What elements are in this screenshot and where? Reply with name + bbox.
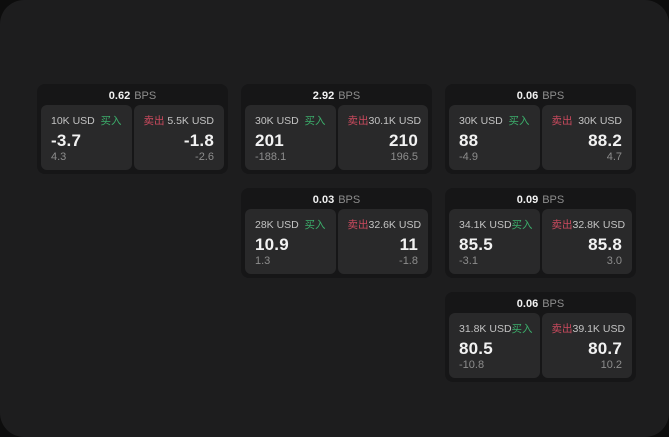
sell-panel[interactable]: 卖出 39.1K USD 80.7 10.2 bbox=[541, 313, 632, 378]
buy-amount: 28K USD bbox=[255, 218, 299, 231]
buy-label: 买入 bbox=[304, 115, 326, 127]
sell-label: 卖出 bbox=[551, 115, 573, 127]
bps-unit: BPS bbox=[542, 194, 565, 206]
sell-panel[interactable]: 卖出 30K USD 88.2 4.7 bbox=[541, 105, 632, 170]
sell-panel[interactable]: 卖出 32.8K USD 85.8 3.0 bbox=[541, 209, 632, 274]
quote-card: 2.92 BPS 30K USD 买入 201 -188.1 卖出 30.1K … bbox=[241, 84, 432, 174]
quote-panels: 30K USD 买入 88 -4.9 卖出 30K USD 88.2 4.7 bbox=[449, 105, 632, 170]
sell-amount: 5.5K USD bbox=[167, 114, 214, 127]
sell-amount: 32.6K USD bbox=[368, 218, 422, 231]
bps-value: 0.62 bbox=[108, 90, 131, 102]
buy-sub-value: -188.1 bbox=[255, 151, 287, 163]
bps-header: 0.62 BPS bbox=[41, 88, 224, 105]
bps-unit: BPS bbox=[134, 90, 157, 102]
sell-sub-value: -2.6 bbox=[195, 151, 214, 163]
sell-amount: 39.1K USD bbox=[572, 322, 626, 335]
buy-amount: 30K USD bbox=[459, 114, 503, 127]
sell-label: 卖出 bbox=[143, 115, 165, 127]
sell-label: 卖出 bbox=[551, 219, 573, 231]
buy-label: 买入 bbox=[508, 115, 530, 127]
sell-price: 11 bbox=[399, 235, 418, 254]
bps-header: 0.03 BPS bbox=[245, 192, 428, 209]
buy-price: 80.5 bbox=[459, 339, 493, 358]
buy-panel[interactable]: 31.8K USD 买入 80.5 -10.8 bbox=[449, 313, 540, 378]
buy-panel[interactable]: 30K USD 买入 201 -188.1 bbox=[245, 105, 336, 170]
buy-label: 买入 bbox=[511, 323, 533, 335]
buy-panel[interactable]: 34.1K USD 买入 85.5 -3.1 bbox=[449, 209, 540, 274]
sell-label: 卖出 bbox=[347, 115, 369, 127]
buy-price: 201 bbox=[255, 131, 284, 150]
buy-amount: 30K USD bbox=[255, 114, 299, 127]
sell-amount: 32.8K USD bbox=[572, 218, 626, 231]
buy-panel[interactable]: 30K USD 买入 88 -4.9 bbox=[449, 105, 540, 170]
buy-sub-value: 1.3 bbox=[255, 255, 271, 267]
buy-price: 85.5 bbox=[459, 235, 493, 254]
sell-sub-value: -1.8 bbox=[399, 255, 418, 267]
quote-panels: 34.1K USD 买入 85.5 -3.1 卖出 32.8K USD 85.8… bbox=[449, 209, 632, 274]
sell-amount: 30K USD bbox=[578, 114, 622, 127]
bps-value: 0.06 bbox=[516, 90, 539, 102]
quote-panels: 10K USD 买入 -3.7 4.3 卖出 5.5K USD -1.8 -2.… bbox=[41, 105, 224, 170]
sell-price: 88.2 bbox=[588, 131, 622, 150]
sell-price: 85.8 bbox=[588, 235, 622, 254]
buy-label: 买入 bbox=[511, 219, 533, 231]
quote-card: 0.03 BPS 28K USD 买入 10.9 1.3 卖出 32.6K US… bbox=[241, 188, 432, 278]
buy-panel[interactable]: 10K USD 买入 -3.7 4.3 bbox=[41, 105, 132, 170]
sell-sub-value: 4.7 bbox=[606, 151, 622, 163]
bps-value: 0.09 bbox=[516, 194, 539, 206]
sell-amount: 30.1K USD bbox=[368, 114, 422, 127]
buy-amount: 10K USD bbox=[51, 114, 95, 127]
quote-card: 0.06 BPS 31.8K USD 买入 80.5 -10.8 卖出 39.1… bbox=[445, 292, 636, 382]
bps-value: 0.03 bbox=[312, 194, 335, 206]
bps-unit: BPS bbox=[542, 90, 565, 102]
buy-sub-value: -4.9 bbox=[459, 151, 478, 163]
sell-sub-value: 10.2 bbox=[600, 359, 622, 371]
quote-card: 0.06 BPS 30K USD 买入 88 -4.9 卖出 30K USD bbox=[445, 84, 636, 174]
bps-header: 0.06 BPS bbox=[449, 88, 632, 105]
buy-amount: 34.1K USD bbox=[459, 218, 512, 231]
quote-card: 0.62 BPS 10K USD 买入 -3.7 4.3 卖出 5.5K USD bbox=[37, 84, 228, 174]
buy-price: 10.9 bbox=[255, 235, 289, 254]
buy-label: 买入 bbox=[100, 115, 122, 127]
buy-panel[interactable]: 28K USD 买入 10.9 1.3 bbox=[245, 209, 336, 274]
buy-amount: 31.8K USD bbox=[459, 322, 512, 335]
buy-label: 买入 bbox=[304, 219, 326, 231]
buy-sub-value: -3.1 bbox=[459, 255, 478, 267]
quote-panels: 30K USD 买入 201 -188.1 卖出 30.1K USD 210 1… bbox=[245, 105, 428, 170]
buy-sub-value: -10.8 bbox=[459, 359, 485, 371]
sell-sub-value: 3.0 bbox=[606, 255, 622, 267]
quote-panels: 28K USD 买入 10.9 1.3 卖出 32.6K USD 11 -1.8 bbox=[245, 209, 428, 274]
bps-value: 2.92 bbox=[312, 90, 335, 102]
buy-price: -3.7 bbox=[51, 131, 82, 150]
sell-price: 80.7 bbox=[588, 339, 622, 358]
sell-panel[interactable]: 卖出 5.5K USD -1.8 -2.6 bbox=[133, 105, 224, 170]
bps-value: 0.06 bbox=[516, 298, 539, 310]
sell-price: -1.8 bbox=[183, 131, 214, 150]
bps-unit: BPS bbox=[542, 298, 565, 310]
quotes-grid: 0.62 BPS 10K USD 买入 -3.7 4.3 卖出 5.5K USD bbox=[37, 84, 636, 382]
buy-price: 88 bbox=[459, 131, 479, 150]
bps-unit: BPS bbox=[338, 90, 361, 102]
bps-unit: BPS bbox=[338, 194, 361, 206]
bps-header: 2.92 BPS bbox=[245, 88, 428, 105]
bps-header: 0.06 BPS bbox=[449, 296, 632, 313]
buy-sub-value: 4.3 bbox=[51, 151, 67, 163]
sell-panel[interactable]: 卖出 32.6K USD 11 -1.8 bbox=[337, 209, 428, 274]
sell-price: 210 bbox=[389, 131, 418, 150]
sell-panel[interactable]: 卖出 30.1K USD 210 196.5 bbox=[337, 105, 428, 170]
quote-panels: 31.8K USD 买入 80.5 -10.8 卖出 39.1K USD 80.… bbox=[449, 313, 632, 378]
sell-sub-value: 196.5 bbox=[390, 151, 418, 163]
sell-label: 卖出 bbox=[551, 323, 573, 335]
sell-label: 卖出 bbox=[347, 219, 369, 231]
quote-card: 0.09 BPS 34.1K USD 买入 85.5 -3.1 卖出 32.8K… bbox=[445, 188, 636, 278]
bps-header: 0.09 BPS bbox=[449, 192, 632, 209]
